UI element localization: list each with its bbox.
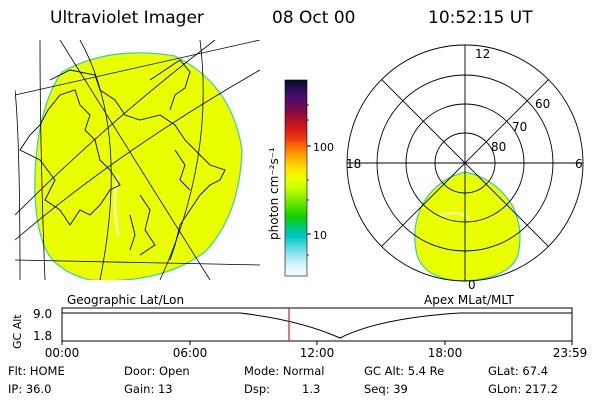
polar-panel-label: Apex MLat/MLT — [424, 293, 514, 307]
glon-label: GLon: 217.2 — [488, 382, 558, 396]
mode-label: Mode: Normal — [244, 364, 325, 378]
geo-panel-label: Geographic Lat/Lon — [67, 293, 184, 307]
ip-label: IP: 36.0 — [8, 382, 52, 396]
sequence-label: Seq: 39 — [364, 382, 408, 396]
mlt-label-0: 0 — [468, 278, 476, 292]
altitude-ylabel: GC Alt — [11, 314, 24, 349]
ytick-1-8: 1.8 — [33, 329, 52, 343]
colorbar: 100 10 photon cm⁻²s⁻¹ — [267, 79, 334, 277]
door-label: Door: Open — [124, 364, 190, 378]
mlt-label-6: 6 — [575, 157, 583, 171]
glat-label: GLat: 67.4 — [488, 364, 549, 378]
colorbar-tick-100: 100 — [313, 141, 334, 154]
graticule — [15, 40, 260, 280]
xtick-1200: 12:00 — [300, 346, 335, 360]
mlt-label-18: 18 — [346, 157, 361, 171]
flight-label: Flt: HOME — [8, 364, 65, 378]
lat-label-70: 70 — [512, 120, 527, 134]
dsp-label: Dsp: — [244, 382, 271, 396]
aurora-geo-image — [34, 52, 243, 280]
altitude-curve — [62, 312, 572, 339]
date-label: 08 Oct 00 — [272, 8, 356, 28]
gc-alt-label: GC Alt: 5.4 Re — [364, 364, 445, 378]
dsp-value: 1.3 — [302, 382, 321, 396]
colorbar-label: photon cm⁻²s⁻¹ — [267, 147, 281, 240]
lat-label-60: 60 — [535, 97, 550, 111]
altitude-plot: 9.0 1.8 GC Alt 00:00 06:00 12:00 18:00 2… — [11, 307, 587, 360]
coastline — [19, 59, 226, 261]
xtick-0000: 00:00 — [45, 346, 80, 360]
xtick-0600: 06:00 — [173, 346, 208, 360]
instrument-title: Ultraviolet Imager — [50, 8, 204, 28]
ytick-9: 9.0 — [33, 307, 52, 321]
xtick-1800: 18:00 — [428, 346, 463, 360]
aurora-polar-image — [414, 171, 521, 282]
polar-plot: 12 18 6 0 60 70 80 — [346, 44, 584, 292]
lat-label-80: 80 — [491, 140, 506, 154]
colorbar-tick-10: 10 — [313, 229, 327, 242]
time-label: 10:52:15 UT — [428, 8, 533, 28]
xtick-2359: 23:59 — [553, 346, 588, 360]
mlt-label-12: 12 — [475, 47, 490, 61]
gain-label: Gain: 13 — [124, 382, 173, 396]
geographic-map — [15, 40, 260, 280]
